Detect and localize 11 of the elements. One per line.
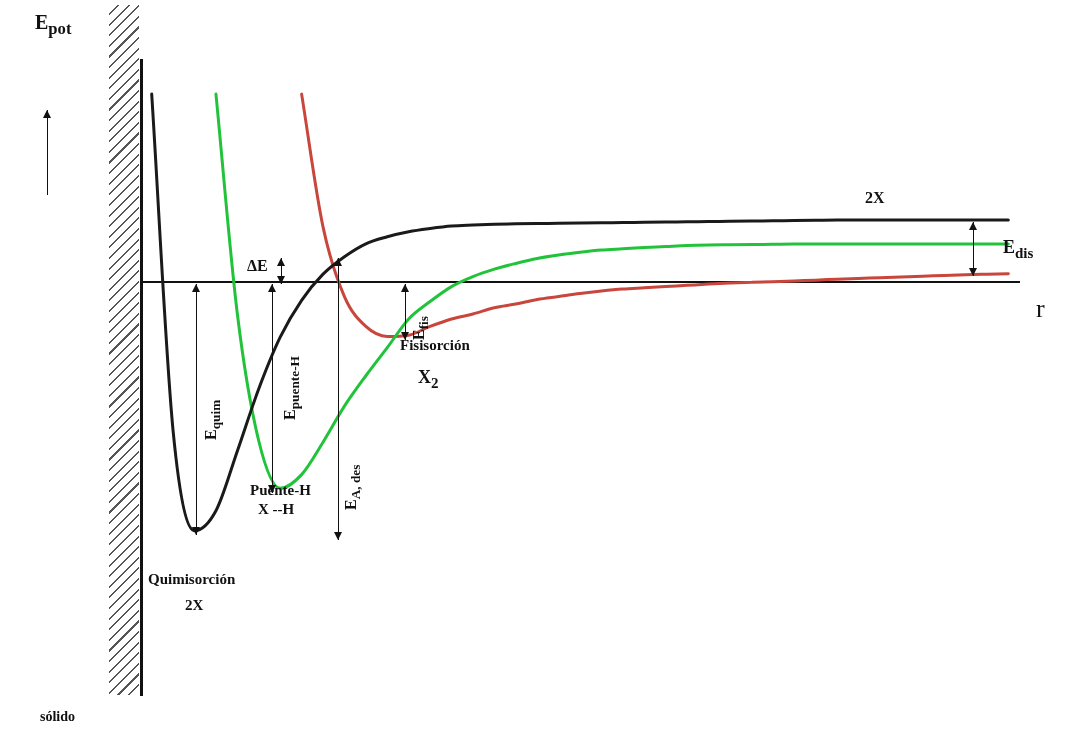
text: sólido bbox=[40, 709, 76, 724]
text: 2X bbox=[185, 597, 204, 613]
text: Quimisorción bbox=[148, 571, 236, 587]
annotation: E$_{dis}$ bbox=[1003, 237, 1034, 261]
annotation: 2X bbox=[865, 189, 885, 206]
annotation: X$_{2}$ bbox=[418, 367, 439, 391]
annotation: Puente-H bbox=[250, 482, 311, 498]
annotation: X --H bbox=[258, 501, 295, 517]
x-axis-title: r bbox=[1036, 294, 1045, 323]
annotation: ΔE bbox=[247, 257, 268, 274]
y-axis-title: E$_{pot}$ bbox=[35, 11, 72, 38]
